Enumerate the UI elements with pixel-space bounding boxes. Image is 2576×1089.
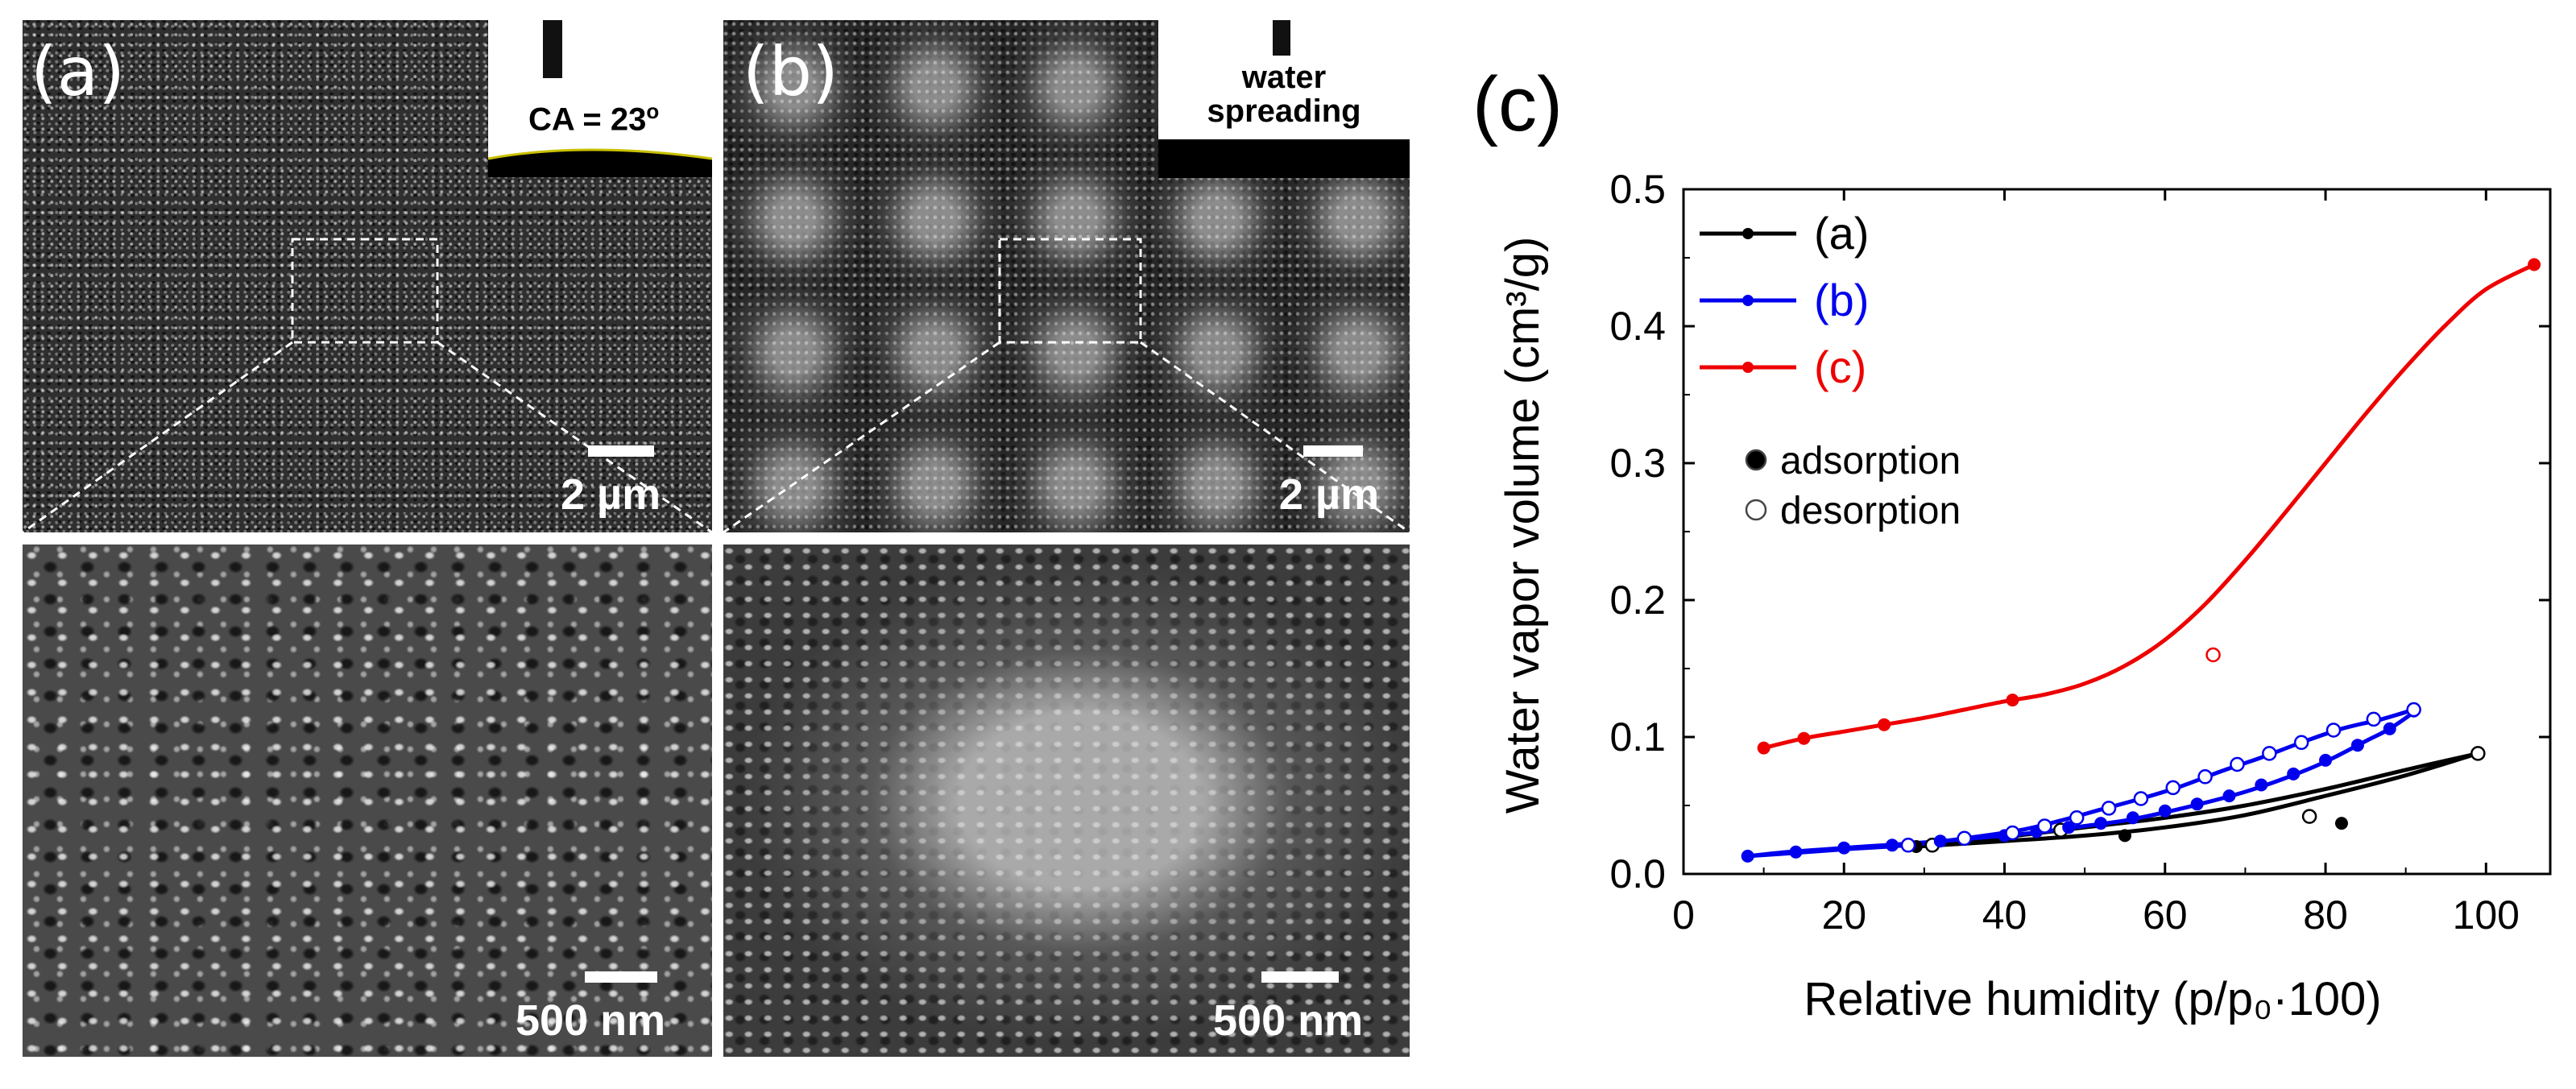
y-tick-label-0: 0.0 [1609, 851, 1666, 896]
legend-label-a: (a) [1814, 208, 1869, 259]
legend-label-desorption: desorption [1780, 490, 1961, 532]
panel-letter-b: (b) [743, 32, 839, 111]
scale-bar-a-bottom [585, 971, 657, 983]
x-axis-label: Relative humidity (p/p₀·100) [1804, 973, 2381, 1025]
legend-marker-c [1742, 362, 1754, 373]
sem-panel-a-closeup: 500 nm [23, 544, 712, 1057]
zoom-guide-left-a [23, 341, 293, 532]
sem-panel-b-closeup: 500 nm [723, 544, 1410, 1057]
series-b-adsorption-point-17 [2383, 722, 2396, 735]
syringe-needle-a [543, 20, 562, 78]
series-b-adsorption-point-16 [2350, 739, 2364, 752]
series-c-adsorption-point-3 [2006, 694, 2019, 707]
legend-symbol-desorption [1745, 499, 1767, 521]
series-b-adsorption-point-11 [2190, 797, 2204, 811]
series-c-desorption-point-0 [2205, 647, 2221, 663]
series-c-adsorption-point-4 [2528, 258, 2541, 271]
y-axis-label: Water vapor volume (cm³/g) [1497, 237, 1549, 814]
x-tick-label-0: 0 [1672, 892, 1695, 938]
scale-label-b-top: 2 µm [1279, 470, 1380, 519]
series-a-desorption-point-2 [2301, 809, 2317, 824]
panel-letter-a: (a) [31, 32, 126, 111]
series-b-desorption-point-6 [2197, 769, 2213, 785]
water-spreading-inset-b: water spreading [1158, 20, 1410, 178]
x-tick-label-40: 40 [1982, 892, 2027, 938]
series-b-desorption-point-11 [2037, 818, 2052, 834]
legend-symbol-adsorption [1745, 449, 1767, 471]
isotherm-chart: (c) Water vapor volume (cm³/g) Relative … [1472, 61, 2552, 1025]
x-tick-label-100: 100 [2453, 892, 2520, 938]
y-tick-label-4: 0.4 [1609, 304, 1666, 349]
legend-marker-a [1742, 228, 1754, 239]
series-b-desorption-point-3 [2293, 735, 2309, 751]
scale-label-a-top: 2 µm [561, 470, 661, 519]
series-b-desorption-point-13 [1957, 830, 1972, 847]
scale-bar-b-bottom [1261, 971, 1339, 983]
series-b-adsorption-point-15 [2319, 753, 2333, 767]
y-tick-label-5: 0.5 [1609, 167, 1666, 212]
series-b-adsorption-point-10 [2158, 804, 2172, 818]
series-b-desorption-point-10 [2069, 810, 2085, 826]
series-b-adsorption-point-7 [2062, 821, 2076, 834]
y-tick-label-3: 0.3 [1609, 441, 1666, 486]
zoom-guide-right-a [437, 341, 712, 532]
syringe-needle-b [1273, 20, 1290, 56]
series-a-desorption-point-3 [2470, 746, 2486, 761]
series-b-adsorption-point-1 [1789, 845, 1803, 859]
series-b-adsorption-point-2 [1837, 841, 1851, 855]
series-b-adsorption-point-12 [2222, 789, 2236, 803]
series-b-adsorption-point-4 [1933, 834, 1947, 848]
x-tick-label-60: 60 [2143, 892, 2188, 938]
zoom-guide-right-b [1140, 341, 1410, 532]
zoom-guides-a [23, 238, 712, 532]
contact-angle-label: CA = 23o [528, 99, 660, 138]
spread-film-b [1158, 139, 1410, 178]
series-b-adsorption-point-9 [2126, 811, 2139, 825]
series-b-desorption-point-2 [2325, 723, 2342, 738]
legend-marker-b [1742, 295, 1754, 306]
series-c-adsorption-point-2 [1878, 718, 1891, 731]
legend-label-c: (c) [1814, 342, 1866, 392]
series-b-desorption-point-1 [2366, 711, 2382, 727]
series-b-desorption-point-12 [2005, 825, 2020, 841]
legend-label-adsorption: adsorption [1780, 440, 1961, 482]
series-b-desorption-point-0 [2406, 702, 2421, 718]
x-tick-label-80: 80 [2303, 892, 2348, 938]
series-b-desorption-point-5 [2230, 756, 2245, 772]
series-b-desorption-point-8 [2133, 791, 2149, 806]
series-a-adsorption-line [1915, 752, 2479, 849]
series-b-adsorption-point-0 [1741, 849, 1754, 863]
series-b-adsorption-point-8 [2094, 817, 2108, 830]
series-b-desorption-point-4 [2262, 746, 2277, 761]
scale-label-b-bottom: 500 nm [1213, 996, 1364, 1045]
series-b-adsorption-point-13 [2255, 778, 2268, 792]
scale-bar-a-top [588, 445, 654, 457]
zoom-guides-b [723, 238, 1410, 532]
contact-angle-inset-a: CA = 23o [488, 20, 712, 177]
legend-label-b: (b) [1814, 275, 1869, 325]
zoom-box-a [291, 238, 439, 344]
series-a-adsorption-point-1 [2118, 829, 2131, 843]
series-b-desorption-point-14 [1900, 838, 1916, 853]
series-b-desorption-point-9 [2101, 801, 2117, 816]
y-tick-label-1: 0.1 [1609, 714, 1666, 760]
zoom-box-b [998, 238, 1142, 344]
chart-panel-label: (c) [1472, 61, 1563, 147]
droplet-a [488, 148, 712, 177]
series-b-adsorption-point-3 [1886, 838, 1899, 852]
zoom-guide-left-b [723, 341, 1000, 532]
series-c-adsorption-line [1763, 263, 2536, 751]
series-c-adsorption-point-1 [1797, 731, 1811, 745]
series-b-desorption-point-7 [2165, 780, 2180, 796]
y-tick-label-2: 0.2 [1609, 578, 1666, 623]
series-c-adsorption-point-0 [1757, 741, 1770, 755]
x-tick-label-20: 20 [1821, 892, 1866, 938]
water-spreading-label: water spreading [1207, 60, 1361, 129]
series-a-adsorption-point-2 [2334, 817, 2348, 830]
series-b-adsorption-point-14 [2287, 767, 2301, 781]
scale-bar-b-top [1303, 445, 1363, 457]
scale-label-a-bottom: 500 nm [516, 996, 666, 1045]
